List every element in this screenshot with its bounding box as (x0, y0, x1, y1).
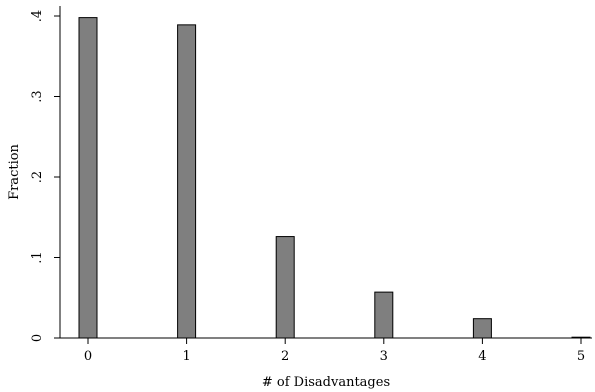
y-tick-label-0: 0 (30, 334, 45, 342)
bars-group (78, 17, 591, 339)
x-tick-label-5: 5 (577, 349, 585, 364)
y-tick-label-4: .4 (30, 10, 45, 22)
y-tick-label-3: .3 (30, 90, 45, 102)
x-tick-label-0: 0 (84, 349, 92, 364)
y-tick-label-1: .1 (30, 251, 45, 263)
x-axis-title: # of Disadvantages (262, 375, 390, 390)
y-tick-label-2: .2 (30, 171, 45, 183)
bar-0 (78, 17, 98, 339)
x-tick-label-4: 4 (478, 349, 486, 364)
y-axis-title: Fraction (7, 143, 22, 199)
x-tick-label-1: 1 (182, 349, 190, 364)
y-ticks-group: 0 .1 .2 .3 .4 (30, 10, 60, 342)
bar-1 (177, 24, 197, 339)
bar-3 (374, 291, 394, 339)
bar-2 (275, 236, 295, 339)
x-ticks-group: 0 1 2 3 4 5 (84, 338, 585, 364)
x-tick-label-3: 3 (380, 349, 388, 364)
bar-4 (472, 318, 492, 339)
x-tick-label-2: 2 (281, 349, 289, 364)
